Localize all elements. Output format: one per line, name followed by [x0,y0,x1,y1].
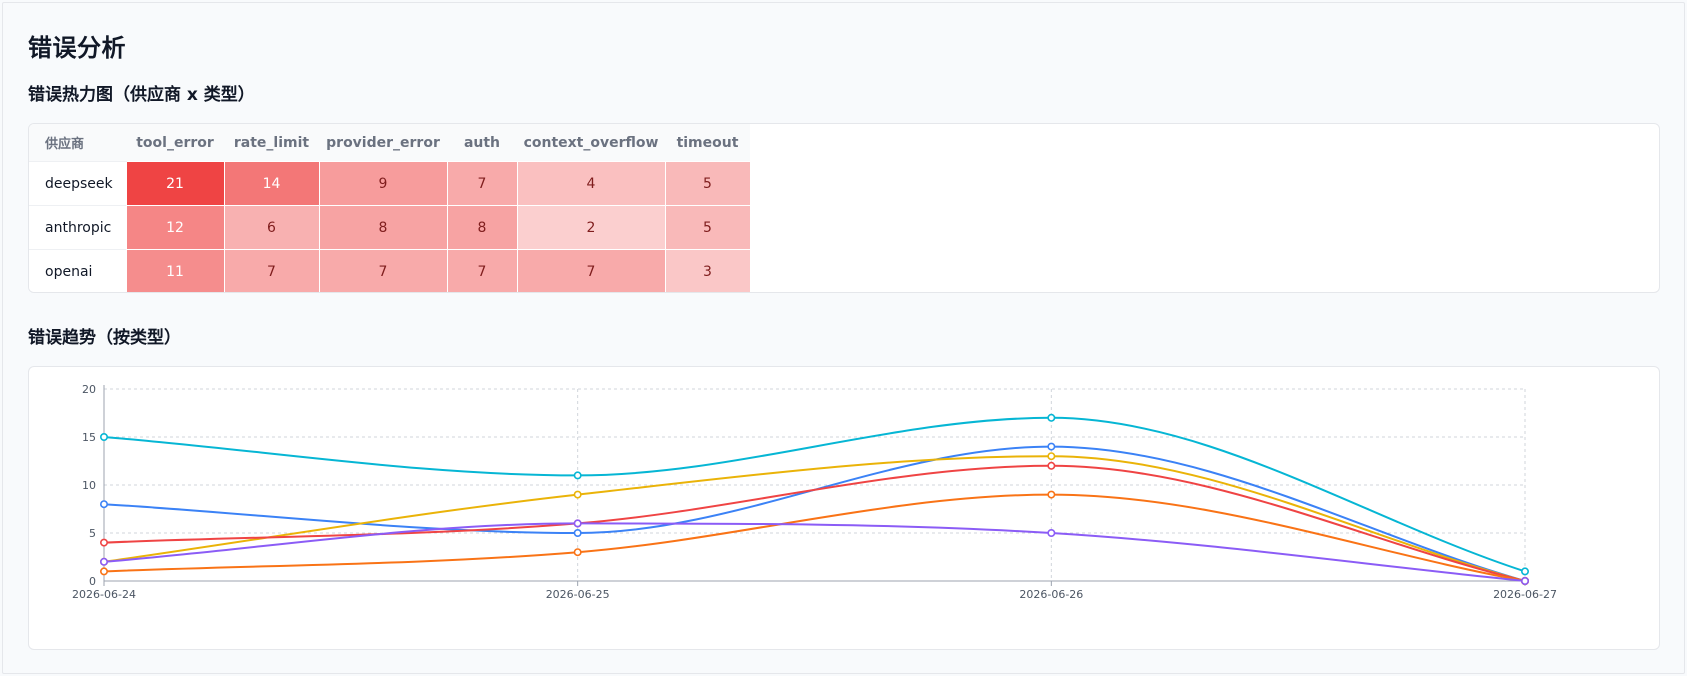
x-tick-label: 2026-06-25 [546,588,610,601]
heatmap-cell: 5 [664,161,751,206]
heatmap-provider-label: deepseek [29,161,126,206]
chart-series [100,413,1530,586]
heatmap-col-header-rate-limit: rate_limit [224,124,319,162]
series-line [103,416,1526,573]
heatmap-cell: 7 [516,249,666,292]
series-point[interactable] [100,538,109,547]
heatmap-cell: 14 [223,161,320,206]
y-tick-label: 0 [89,575,96,588]
heatmap-cell: 4 [516,161,666,206]
heatmap-row: anthropic 12 6 8 8 2 5 [29,205,751,250]
y-tick-label: 5 [89,527,96,540]
series-point[interactable] [100,433,109,442]
heatmap-row: deepseek 21 14 9 7 4 5 [29,161,751,206]
heatmap-title: 错误热力图（供应商 x 类型） [28,85,255,105]
heatmap-cell: 7 [446,161,518,206]
series-point[interactable] [100,557,109,566]
heatmap-body: deepseek 21 14 9 7 4 5 anthropic 12 6 8 8 2 5 openai 11… [29,161,751,292]
heatmap-cell: 12 [125,205,225,250]
series-point[interactable] [100,567,109,576]
heatmap-cell: 6 [223,205,320,250]
series-point[interactable] [1047,413,1056,422]
series-point[interactable] [1047,490,1056,499]
series-line [103,464,1526,582]
trend-line-chart: 0 5 10 15 20 2026-06-24 2026-06-25 2026-06-26 20… [72,383,1557,601]
heatmap-provider-label: anthropic [29,205,126,250]
heatmap-cell: 5 [664,205,751,250]
series-point[interactable] [573,490,582,499]
heatmap-header-row: 供应商 tool_error rate_limit provider_error au… [29,124,750,162]
series-point[interactable] [100,500,109,509]
series-point[interactable] [573,519,582,528]
series-point[interactable] [1047,452,1056,461]
chart-axes: 0 5 10 15 20 2026-06-24 2026-06-25 2026-06-26 20… [72,383,1557,601]
heatmap-col-header-auth: auth [447,124,517,162]
series-line [103,455,1526,582]
series-point[interactable] [1047,442,1056,451]
heatmap-col-header-timeout: timeout [665,124,750,162]
series-point[interactable] [1047,461,1056,470]
provider-column-header: 供应商 [29,124,126,162]
heatmap-cell: 3 [664,249,751,292]
series-point[interactable] [573,529,582,538]
heatmap-cell: 7 [223,249,320,292]
y-tick-label: 20 [82,383,96,396]
heatmap-cell: 21 [125,161,225,206]
heatmap-cell: 9 [318,161,448,206]
heatmap-col-header-tool-error: tool_error [126,124,224,162]
heatmap-provider-label: openai [29,249,126,292]
series-point[interactable] [573,548,582,557]
heatmap-table: 供应商 tool_error rate_limit provider_error au… [29,124,751,292]
heatmap-card: 供应商 tool_error rate_limit provider_error au… [28,123,1660,293]
heatmap-col-header-context-overflow: context_overflow [517,124,665,162]
heatmap-col-header-provider-error: provider_error [319,124,447,162]
page-title: 错误分析 [28,34,126,62]
heatmap-cell: 11 [125,249,225,292]
y-tick-label: 10 [82,479,96,492]
x-tick-label: 2026-06-27 [1493,588,1557,601]
heatmap-row: openai 11 7 7 7 7 3 [29,249,751,292]
trend-card: 0 5 10 15 20 2026-06-24 2026-06-25 2026-06-26 20… [28,366,1660,650]
series-point[interactable] [1521,567,1530,576]
series-line [103,493,1526,582]
series-line [103,522,1526,582]
chart-grid [104,388,1526,581]
series-point[interactable] [1047,529,1056,538]
heatmap-cell: 8 [318,205,448,250]
series-point[interactable] [573,471,582,480]
trend-title: 错误趋势（按类型） [28,328,181,348]
series-point[interactable] [1521,577,1530,586]
y-tick-label: 15 [82,431,96,444]
heatmap-cell: 8 [446,205,518,250]
heatmap-cell: 2 [516,205,666,250]
heatmap-cell: 7 [446,249,518,292]
series-line [103,445,1526,582]
x-tick-label: 2026-06-26 [1019,588,1083,601]
x-tick-label: 2026-06-24 [72,588,136,601]
heatmap-cell: 7 [318,249,448,292]
